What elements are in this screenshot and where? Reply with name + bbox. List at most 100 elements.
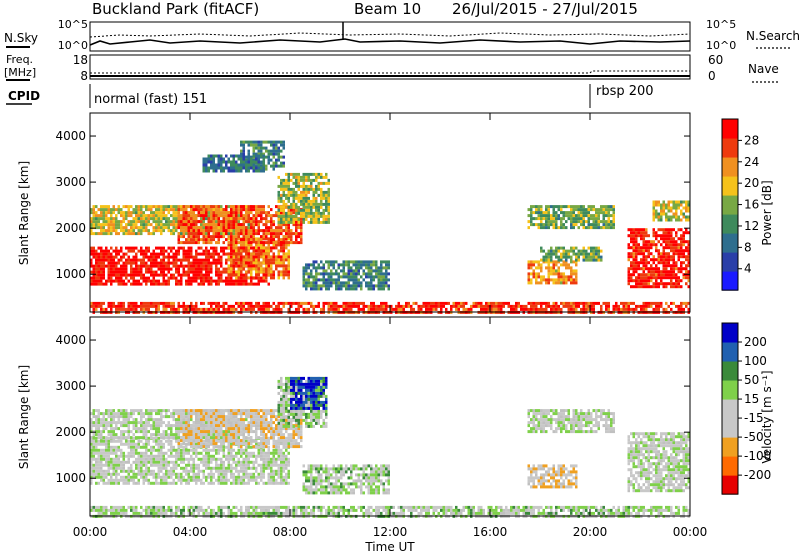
power-cell	[242, 246, 245, 250]
power-cell	[682, 215, 685, 219]
power-cell	[642, 258, 645, 262]
velocity-cell	[162, 478, 165, 482]
velocity-cell	[157, 454, 160, 458]
power-cell	[240, 301, 243, 305]
power-cell	[250, 261, 253, 265]
velocity-cell	[122, 478, 125, 482]
power-cell	[277, 229, 280, 233]
power-cell	[245, 232, 248, 236]
power-cell	[645, 304, 648, 308]
power-cell	[145, 307, 148, 311]
power-cell	[317, 266, 320, 270]
power-cell	[297, 226, 300, 230]
power-cell	[642, 279, 645, 283]
power-cell	[277, 241, 280, 245]
power-cell	[152, 229, 155, 233]
power-cell	[222, 304, 225, 308]
power-cell	[325, 281, 328, 285]
power-cell	[317, 193, 320, 197]
power-cell	[232, 243, 235, 247]
power-cell	[242, 220, 245, 224]
power-cell	[197, 276, 200, 280]
power-cell	[257, 166, 260, 170]
power-cell	[202, 232, 205, 236]
power-cell	[287, 270, 290, 274]
power-cell	[122, 273, 125, 277]
power-cell	[275, 258, 278, 262]
power-cell	[575, 252, 578, 256]
power-cell	[665, 234, 668, 238]
power-cell	[250, 279, 253, 283]
velocity-cell	[95, 481, 98, 485]
power-cell	[555, 281, 558, 285]
power-cell	[282, 205, 285, 209]
power-cell	[237, 264, 240, 268]
power-cell	[672, 255, 675, 259]
power-cell	[227, 211, 230, 215]
power-cell	[297, 217, 300, 221]
velocity-cell	[120, 454, 123, 458]
power-cell	[650, 246, 653, 250]
power-cell	[677, 304, 680, 308]
power-cell	[570, 217, 573, 221]
power-cell	[160, 267, 163, 271]
power-cell	[667, 255, 670, 259]
power-cell	[137, 279, 140, 283]
power-cell	[215, 208, 218, 212]
power-cell	[587, 258, 590, 262]
power-cell	[562, 205, 565, 209]
nsky-label: N.Sky	[4, 31, 38, 45]
power-cell	[237, 267, 240, 271]
power-cell	[670, 218, 673, 222]
power-cell	[242, 208, 245, 212]
power-cell	[427, 307, 430, 311]
power-cell	[127, 255, 130, 259]
power-cell	[202, 307, 205, 311]
power-cell	[542, 278, 545, 282]
power-cell	[152, 301, 155, 305]
power-cell	[117, 252, 120, 256]
power-cell	[125, 211, 128, 215]
power-cell	[320, 266, 323, 270]
power-cell	[252, 146, 255, 150]
power-cell	[555, 301, 558, 305]
velocity-cell	[90, 463, 93, 467]
power-cell	[125, 273, 128, 277]
power-cell	[560, 226, 563, 230]
power-cell	[670, 246, 673, 250]
power-cell	[200, 273, 203, 277]
power-cell	[557, 249, 560, 253]
power-cell	[217, 160, 220, 164]
velocity-cell	[137, 469, 140, 473]
power-cell	[575, 301, 578, 305]
power-cell	[362, 278, 365, 282]
power-cell	[665, 218, 668, 222]
power-cell	[240, 258, 243, 262]
power-cell	[247, 270, 250, 274]
power-cell	[157, 282, 160, 286]
power-cell	[657, 273, 660, 277]
power-cell	[655, 285, 658, 289]
power-cell	[210, 208, 213, 212]
power-cell	[670, 249, 673, 253]
power-cell	[620, 307, 623, 311]
power-region-11	[627, 228, 690, 289]
power-cell	[237, 223, 240, 227]
power-cell	[147, 205, 150, 209]
power-cell	[417, 307, 420, 311]
power-cell	[202, 214, 205, 218]
power-cell	[235, 235, 238, 239]
power-cell	[557, 217, 560, 221]
power-cell	[92, 217, 95, 221]
power-cell	[235, 217, 238, 221]
power-cell	[115, 208, 118, 212]
power-cell	[115, 261, 118, 265]
power-cell	[127, 220, 130, 224]
power-cell	[122, 205, 125, 209]
power-cell	[667, 228, 670, 232]
velocity-cell	[162, 466, 165, 470]
power-cell	[110, 220, 113, 224]
power-cell	[90, 282, 93, 286]
power-cell	[275, 304, 278, 308]
power-cell	[450, 307, 453, 311]
